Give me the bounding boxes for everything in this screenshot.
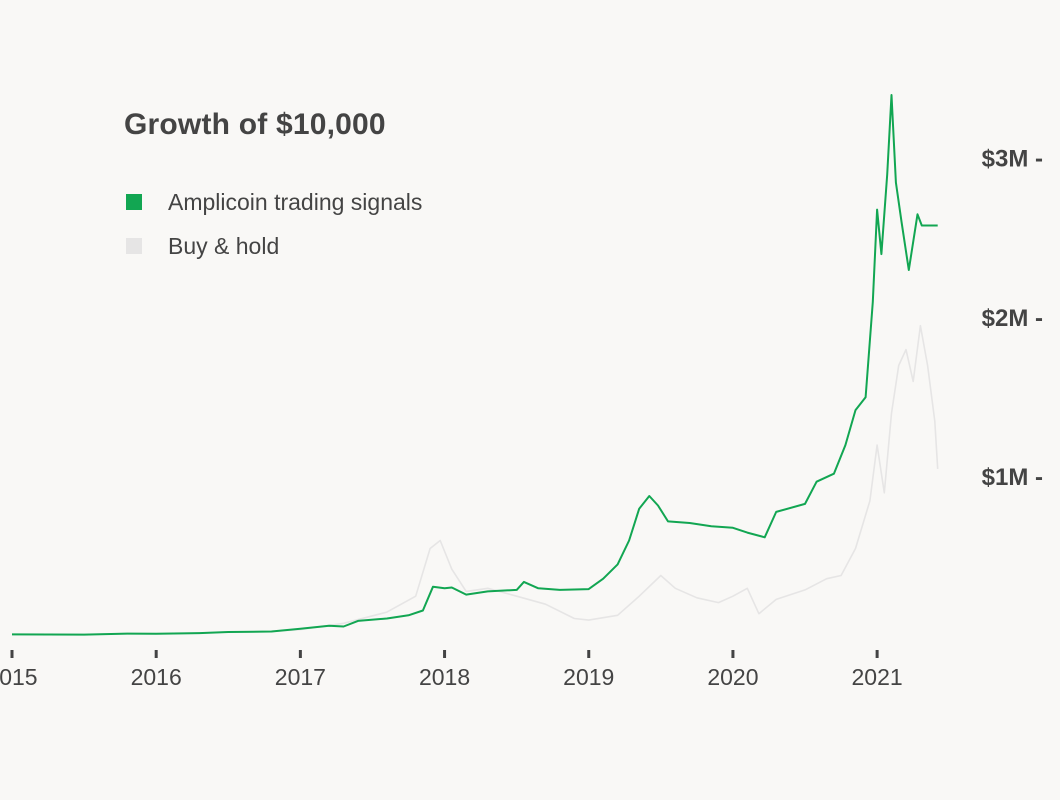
chart-title: Growth of $10,000 [124,108,386,141]
legend-label-trading-signals: Amplicoin trading signals [168,188,423,215]
legend-item-buy-and-hold: Buy & hold [126,224,422,268]
y-tick-label-1000000: $1M - [982,464,1043,491]
legend-swatch-buy-and-hold [126,238,142,254]
legend: Amplicoin trading signals Buy & hold [126,180,422,268]
x-tick-label-2018: 2018 [419,664,470,690]
x-tick-label-2021: 2021 [852,664,903,690]
y-tick-label-2000000: $2M - [982,305,1043,332]
x-tick-label-2015: 2015 [0,664,38,690]
x-tick-label-2020: 2020 [707,664,758,690]
series-line-buy-hold [11,324,939,636]
legend-item-trading-signals: Amplicoin trading signals [126,180,422,224]
x-tick-label-2017: 2017 [275,664,326,690]
x-tick-label-2016: 2016 [131,664,182,690]
x-tick-label-2019: 2019 [563,664,614,690]
legend-label-buy-and-hold: Buy & hold [168,232,280,259]
series-line-amplicoin-trading-signals [11,94,938,636]
y-tick-label-3000000: $3M - [982,146,1043,173]
legend-swatch-trading-signals [126,194,142,210]
